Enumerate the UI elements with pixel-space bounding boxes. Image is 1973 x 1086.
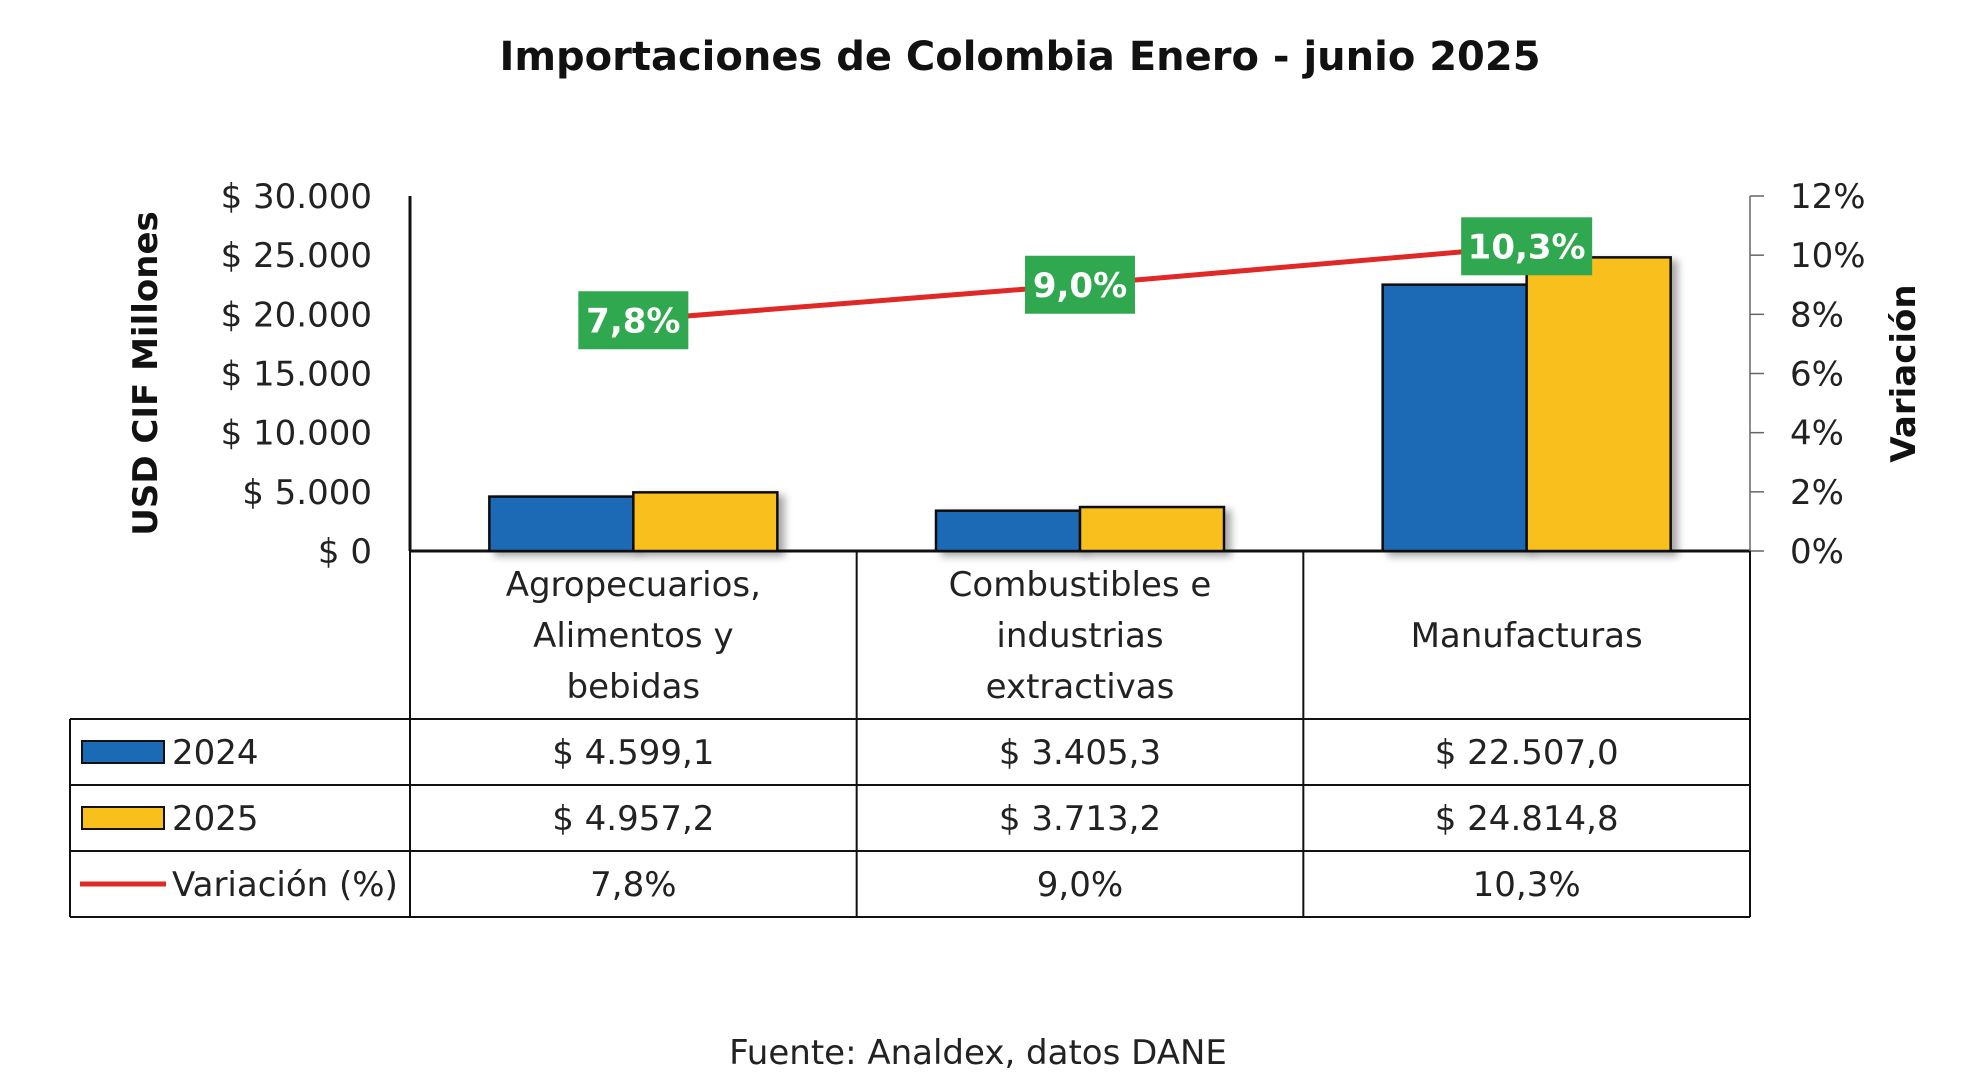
source-note: Fuente: Analdex, datos DANE [729,1033,1227,1073]
variation-label-box [1025,255,1135,314]
y2-tick-label: 12% [1790,177,1866,217]
y2-tick-label: 8% [1790,295,1844,335]
variation-data-label: 7,8% [586,301,680,341]
variation-data-label: 9,0% [1033,266,1127,306]
legend-key-2025 [81,806,165,830]
bar-2024-0 [488,495,635,553]
y2-tick-label: 4% [1790,414,1844,454]
legend-label: 2024 [172,733,259,773]
axes-layer: $ 0 $ 5.000 $ 10.000 $ 15.000 $ 20.000 $ 25.0… [126,177,1924,572]
y-tick-label: $ 30.000 [221,177,372,217]
legend-label: Variación (%) [172,865,398,905]
y-tick-label: $ 5.000 [242,473,372,513]
y2-tick-label: 6% [1790,355,1844,395]
table-cell-value: $ 4.599,1 [552,733,714,773]
bar-2025-0 [632,491,779,553]
y-tick-label: $ 20.000 [221,295,372,335]
y2-tick-label: 0% [1790,532,1844,572]
variation-line-layer: 7,8% 9,0% 10,3% [578,217,1593,350]
legend-key-2024 [81,740,165,764]
y2-tick-label: 2% [1790,473,1844,513]
y2-axis-title: Variación [1884,284,1924,462]
data-table: Agropecuarios, Alimentos y bebidas Combusti… [69,551,1751,918]
table-cell-value: $ 3.405,3 [999,733,1161,773]
y2-tick-label: 10% [1790,236,1866,276]
variation-label-box [578,291,689,350]
y-tick-label: $ 10.000 [221,414,372,454]
bar-2024-2 [1381,283,1528,553]
category-label: Combustibles e [949,565,1212,605]
category-label: Alimentos y [533,616,734,656]
table-cell-value: $ 3.713,2 [999,799,1161,839]
y-tick-label: $ 15.000 [221,355,372,395]
table-cell-value: $ 22.507,0 [1435,733,1619,773]
variation-label-box [1461,217,1593,276]
legend-label: 2025 [172,799,259,839]
bar-2025-1 [1078,505,1226,553]
bar-2025-2 [1525,256,1672,553]
y-axis-title: USD CIF Millones [126,211,166,535]
bar-2024-1 [934,509,1082,553]
table-cell-value: 9,0% [1037,865,1123,905]
table-cell-value: $ 4.957,2 [552,799,714,839]
y-tick-label: $ 0 [318,532,372,572]
bars-layer [488,256,1672,553]
category-label: extractivas [986,667,1175,707]
category-label: industrias [996,616,1163,656]
category-label: Manufacturas [1411,616,1643,656]
chart-title: Importaciones de Colombia Enero - junio … [499,34,1540,80]
category-label: bebidas [566,667,700,707]
variation-data-label: 10,3% [1468,227,1586,267]
y-tick-label: $ 25.000 [221,236,372,276]
table-cell-value: 7,8% [590,865,676,905]
table-cell-value: 10,3% [1473,865,1581,905]
category-label: Agropecuarios, [506,565,761,605]
table-cell-value: $ 24.814,8 [1435,799,1619,839]
